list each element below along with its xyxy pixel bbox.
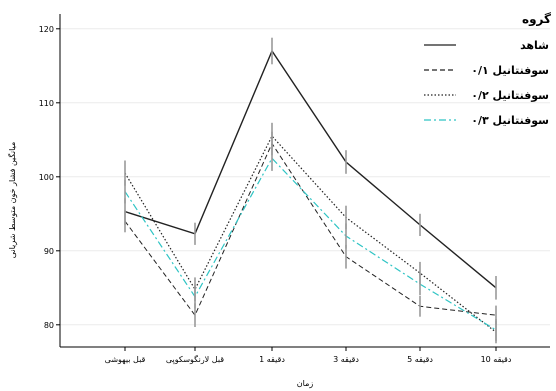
grid-lines (60, 28, 550, 326)
y-ticks: 80 90 100 110 120 (39, 25, 60, 330)
legend-title: گروه (522, 12, 551, 27)
error-bars (124, 37, 497, 344)
x-axis-title: زمان (297, 379, 314, 388)
y-tick-label: 110 (39, 99, 54, 108)
series-line-3 (124, 135, 497, 333)
legend: گروه شاهد سوفنتانیل ۰/۱ سوفنتانیل ۰/۲ سوفنت… (424, 12, 551, 127)
legend-label-2: سوفنتانیل ۰/۱ (471, 64, 549, 77)
y-tick-label: 120 (39, 25, 54, 34)
axes (59, 14, 550, 348)
y-tick-label: 90 (44, 247, 54, 256)
legend-label-4: سوفنتانیل ۰/۳ (471, 114, 549, 127)
x-tick-label: دقیقه 3 (333, 355, 359, 364)
x-tick-label: قبل لارنگوسکوپی (166, 354, 224, 364)
x-tick-label: قبل بیهوشی (105, 355, 146, 364)
x-tick-label: دقیقه 10 (481, 355, 512, 364)
legend-label-3: سوفنتانیل ۰/۲ (471, 89, 549, 102)
series-line-2 (124, 142, 497, 317)
series (124, 49, 497, 333)
y-tick-label: 100 (39, 173, 54, 182)
series-line-1 (124, 49, 497, 289)
legend-label-1: شاهد (520, 39, 549, 52)
y-tick-label: 80 (44, 321, 54, 330)
x-tick-label: دقیقه 1 (259, 355, 285, 364)
x-ticks: قبل بیهوشی قبل لارنگوسکوپی دقیقه 1 دقیقه 3 د… (105, 347, 512, 364)
series-line-4 (124, 157, 497, 331)
x-tick-label: دقیقه 5 (407, 355, 433, 364)
y-axis-title: میانگین فشار خون متوسط شریانی (7, 142, 17, 258)
